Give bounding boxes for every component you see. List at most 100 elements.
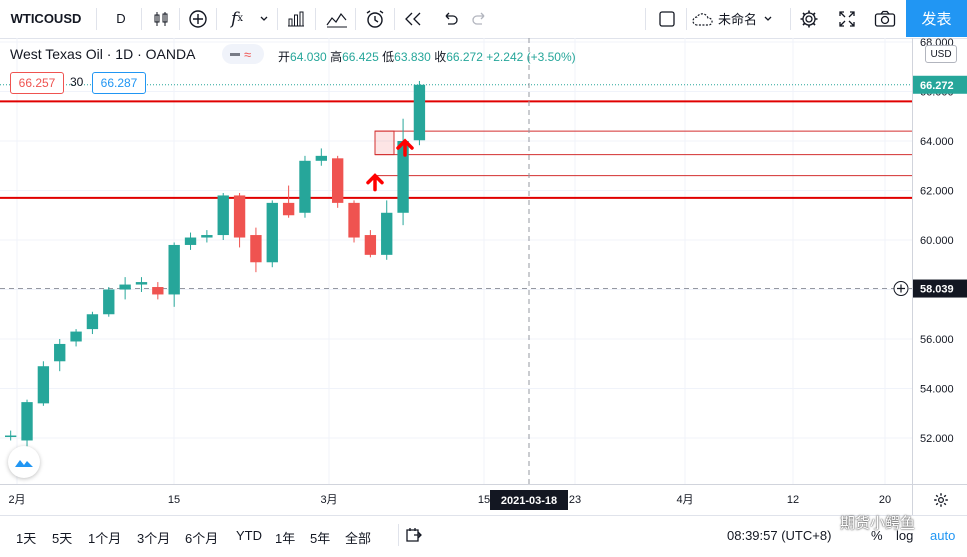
candle-body bbox=[184, 237, 197, 245]
range-button[interactable]: 1年 bbox=[275, 531, 296, 546]
candle-body bbox=[282, 202, 295, 216]
candle-body bbox=[152, 287, 164, 295]
indicators-dropdown[interactable] bbox=[254, 0, 274, 37]
clock-timezone[interactable]: 08:39:57 (UTC+8) bbox=[727, 528, 832, 543]
time-axis: 2月 15 3月 15 23 4月 12 20 2021-03-18 bbox=[8, 490, 891, 510]
plus-circle-icon bbox=[189, 9, 207, 28]
candle-body bbox=[381, 212, 393, 255]
symbol-search-button[interactable]: WTICOUSD bbox=[0, 0, 92, 37]
crosshair-price-tag bbox=[913, 279, 967, 298]
time-tick-label: 15 bbox=[478, 494, 490, 506]
compare-button[interactable] bbox=[183, 0, 213, 37]
range-button[interactable]: 全部 bbox=[345, 531, 372, 546]
last-price-label: 66.272 bbox=[920, 80, 954, 92]
price-tick-label: 52.000 bbox=[920, 433, 954, 445]
open-value: 64.030 bbox=[290, 50, 327, 64]
low-value: 63.830 bbox=[394, 50, 431, 64]
wave-icon: ≈ bbox=[244, 46, 252, 62]
toolbar-divider bbox=[394, 8, 395, 30]
cloud-icon bbox=[692, 12, 713, 26]
layout-name-button[interactable]: 未命名 bbox=[691, 0, 786, 37]
financials-button[interactable] bbox=[281, 0, 311, 37]
range-button[interactable]: 5天 bbox=[52, 531, 73, 546]
minus-icon bbox=[230, 52, 240, 56]
toolbar-divider bbox=[141, 8, 142, 30]
marked-zone bbox=[374, 130, 395, 156]
undo-button[interactable] bbox=[436, 0, 464, 37]
legend-buttons[interactable]: ≈ bbox=[222, 44, 264, 64]
candle-body bbox=[413, 84, 426, 141]
toolbar-divider bbox=[398, 524, 399, 546]
range-button[interactable]: 3个月 bbox=[137, 531, 171, 546]
fullscreen-select-button[interactable] bbox=[652, 0, 682, 37]
candle-body bbox=[217, 195, 229, 236]
currency-label: USD bbox=[930, 48, 952, 60]
log-toggle[interactable]: log bbox=[896, 528, 914, 543]
alert-button[interactable] bbox=[360, 0, 390, 37]
time-tick-label: 2月 bbox=[8, 494, 25, 506]
snapshot-button[interactable] bbox=[870, 0, 900, 37]
candle-body bbox=[364, 235, 377, 255]
up-arrow-annotation bbox=[366, 173, 384, 192]
range-button[interactable]: YTD bbox=[236, 528, 262, 543]
auto-toggle[interactable]: auto bbox=[930, 528, 956, 543]
fullscreen-button[interactable] bbox=[832, 0, 862, 37]
undo-icon bbox=[445, 12, 458, 25]
symbol-label: WTICOUSD bbox=[10, 11, 82, 26]
crosshair bbox=[0, 38, 912, 484]
candle-body bbox=[86, 314, 99, 330]
toolbar-divider bbox=[179, 8, 180, 30]
time-tick-label: 4月 bbox=[676, 494, 693, 506]
crosshair-date-tag bbox=[490, 490, 568, 510]
time-tick-label: 15 bbox=[168, 494, 180, 506]
up-arrow-annotation bbox=[396, 138, 414, 157]
templates-button[interactable] bbox=[322, 0, 352, 37]
toolbar-divider bbox=[686, 8, 687, 30]
high-value: 66.425 bbox=[342, 50, 379, 64]
high-label: 高 bbox=[330, 50, 343, 64]
interval-button[interactable]: D bbox=[104, 0, 138, 37]
publish-label: 发表 bbox=[921, 11, 952, 28]
candle-body bbox=[103, 289, 115, 315]
currency-badge[interactable]: USD bbox=[925, 45, 957, 63]
open-label: 开 bbox=[278, 50, 291, 64]
watermark-text: 期货小鳄鱼 bbox=[840, 515, 916, 532]
candles-series bbox=[5, 80, 426, 448]
percent-toggle[interactable]: % bbox=[871, 528, 883, 543]
price-chart[interactable]: 68.00066.00064.00062.00060.00058.00056.0… bbox=[0, 38, 967, 515]
templates-icon bbox=[326, 12, 347, 27]
spread-value: 30 bbox=[70, 75, 84, 89]
toolbar-divider bbox=[216, 8, 217, 30]
axis-settings-button[interactable] bbox=[929, 489, 953, 511]
logo-icon bbox=[15, 460, 33, 467]
bottom-toolbar: 1天 5天 1个月 3个月 6个月 YTD 1年 5年 全部 08:39:57 (UTC+8) … bbox=[0, 515, 967, 557]
buy-price: 66.287 bbox=[100, 76, 138, 90]
buy-price-button[interactable]: 66.287 bbox=[92, 72, 146, 94]
sell-price-button[interactable]: 66.257 bbox=[10, 72, 64, 94]
toolbar-divider bbox=[790, 8, 791, 30]
range-button[interactable]: 1个月 bbox=[88, 531, 122, 546]
rewind-icon bbox=[405, 12, 421, 25]
price-tick-label: 54.000 bbox=[920, 384, 954, 396]
price-tick-label: 62.000 bbox=[920, 186, 954, 198]
range-button[interactable]: 1天 bbox=[16, 531, 37, 546]
range-button[interactable]: 5年 bbox=[310, 531, 331, 546]
function-icon: f bbox=[231, 8, 238, 29]
replay-button[interactable] bbox=[398, 0, 428, 37]
redo-button[interactable] bbox=[466, 0, 494, 37]
candle-body bbox=[168, 244, 180, 295]
legend-ohlc: 开64.030 高66.425 低63.830 收66.272 +2.242 (… bbox=[278, 48, 576, 65]
square-icon bbox=[659, 10, 675, 27]
chevron-down-icon bbox=[764, 16, 772, 21]
candle-body bbox=[37, 366, 50, 404]
publish-button[interactable]: 发表 bbox=[906, 0, 967, 37]
time-tick-label: 3月 bbox=[320, 494, 337, 506]
tradingview-logo[interactable] bbox=[8, 446, 40, 478]
settings-button[interactable] bbox=[794, 0, 824, 37]
date-range-button[interactable] bbox=[405, 526, 427, 546]
toolbar-divider bbox=[277, 8, 278, 30]
chart-type-button[interactable] bbox=[146, 0, 176, 37]
candle-body bbox=[21, 402, 33, 441]
range-button[interactable]: 6个月 bbox=[185, 531, 219, 546]
